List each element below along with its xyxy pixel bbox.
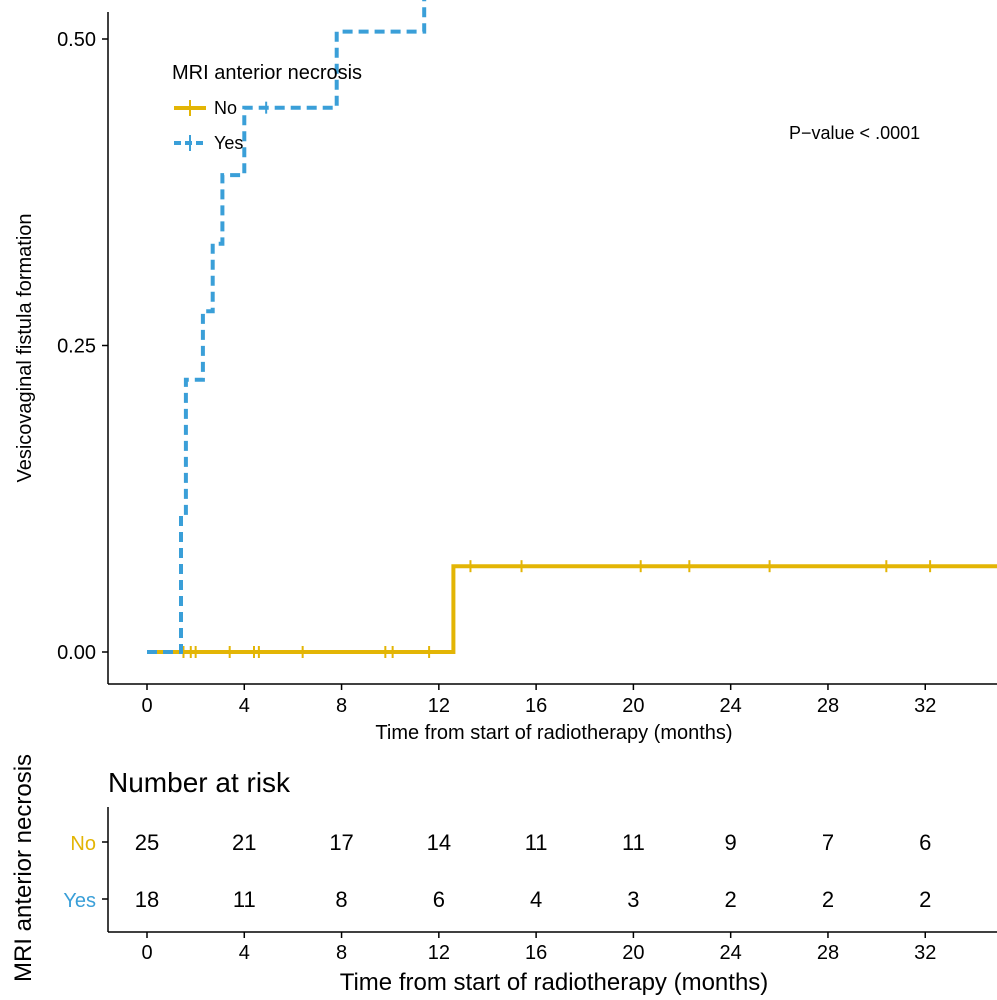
legend-items: No Yes bbox=[174, 98, 243, 153]
risk-cell: 6 bbox=[433, 887, 445, 912]
risk-x-tick-label: 16 bbox=[525, 942, 547, 964]
risk-x-tick-label: 32 bbox=[914, 942, 936, 964]
risk-cell: 11 bbox=[525, 830, 548, 855]
risk-x-tick-label: 24 bbox=[720, 942, 742, 964]
risk-x-tick-label: 20 bbox=[622, 942, 644, 964]
legend: MRI anterior necrosis No Yes bbox=[172, 62, 362, 153]
series-line-yes bbox=[147, 0, 427, 654]
series-line-no bbox=[147, 564, 997, 654]
risk-table-x-label: Time from start of radiotherapy (months) bbox=[340, 969, 769, 996]
risk-cell: 7 bbox=[822, 830, 834, 855]
y-tick-label: 0.25 bbox=[57, 336, 96, 358]
risk-x-tick-label: 0 bbox=[141, 942, 152, 964]
risk-x-tick-label: 12 bbox=[428, 942, 450, 964]
x-ticks: 0 4 8 12 16 20 24 28 32 bbox=[141, 684, 936, 717]
risk-cell: 9 bbox=[725, 830, 737, 855]
y-tick-label: 0.50 bbox=[57, 29, 96, 51]
risk-row-label-yes: Yes bbox=[63, 890, 96, 912]
y-ticks: 0.000.250.500.751.00 bbox=[57, 29, 108, 664]
x-tick-label: 16 bbox=[525, 695, 547, 717]
risk-x-tick-label: 28 bbox=[817, 942, 839, 964]
legend-title: MRI anterior necrosis bbox=[172, 62, 362, 84]
risk-cell: 6 bbox=[919, 830, 931, 855]
risk-cell: 11 bbox=[622, 830, 645, 855]
x-tick-label: 12 bbox=[428, 695, 450, 717]
risk-cell: 2 bbox=[725, 887, 737, 912]
risk-x-tick-label: 8 bbox=[336, 942, 347, 964]
risk-rows: No 25 21 17 14 11 11 9 7 6 Yes 18 11 8 6 4 3 2 2 2 bbox=[63, 830, 931, 912]
risk-cell: 2 bbox=[919, 887, 931, 912]
risk-cell: 4 bbox=[530, 887, 542, 912]
legend-label-no: No bbox=[214, 98, 237, 118]
risk-cell: 2 bbox=[822, 887, 834, 912]
x-tick-label: 0 bbox=[141, 695, 152, 717]
x-tick-label: 32 bbox=[914, 695, 936, 717]
risk-table-y-label: MRI anterior necrosis bbox=[10, 754, 37, 982]
p-value-annotation: P−value < .0001 bbox=[789, 123, 920, 143]
risk-cell: 25 bbox=[135, 830, 159, 855]
x-tick-label: 28 bbox=[817, 695, 839, 717]
x-tick-label: 8 bbox=[336, 695, 347, 717]
legend-label-yes: Yes bbox=[214, 133, 243, 153]
x-tick-label: 24 bbox=[720, 695, 742, 717]
risk-cell: 18 bbox=[135, 887, 159, 912]
series-layer bbox=[147, 0, 997, 658]
y-tick-label: 0.00 bbox=[57, 642, 96, 664]
x-tick-label: 4 bbox=[239, 695, 250, 717]
risk-cell: 14 bbox=[427, 830, 451, 855]
y-axis-label: Vesicovaginal fistula formation bbox=[14, 213, 36, 482]
risk-row-label-no: No bbox=[70, 833, 96, 855]
risk-cell: 11 bbox=[233, 887, 256, 912]
x-axis-label: Time from start of radiotherapy (months) bbox=[375, 722, 732, 744]
risk-table: Number at risk MRI anterior necrosis No 2… bbox=[10, 754, 997, 996]
risk-cell: 21 bbox=[232, 830, 256, 855]
risk-x-tick-label: 4 bbox=[239, 942, 250, 964]
risk-cell: 17 bbox=[329, 830, 353, 855]
risk-cell: 3 bbox=[627, 887, 639, 912]
risk-x-ticks: 0 4 8 12 16 20 24 28 32 bbox=[141, 932, 936, 964]
risk-cell: 8 bbox=[335, 887, 347, 912]
risk-table-title: Number at risk bbox=[108, 767, 291, 798]
x-tick-label: 20 bbox=[622, 695, 644, 717]
